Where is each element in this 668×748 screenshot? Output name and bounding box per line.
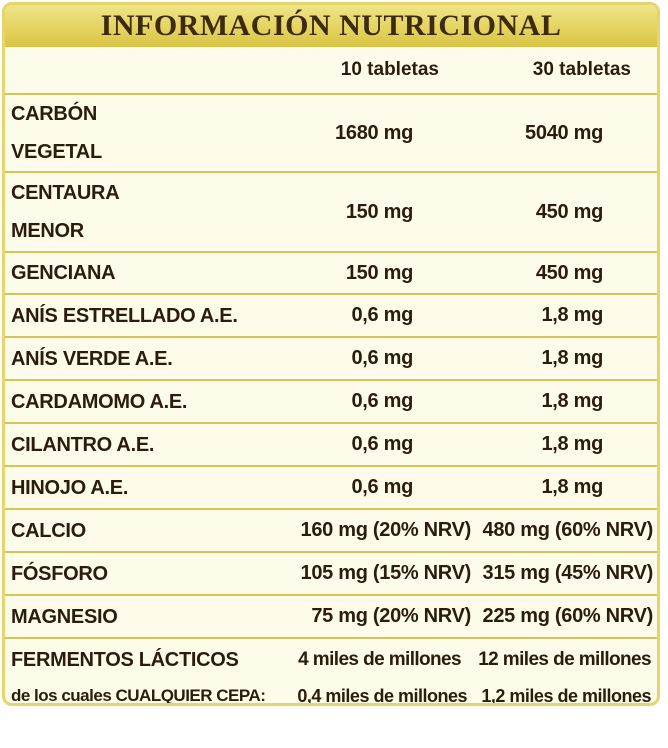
value-10-tabletas: 4 miles de millones [298, 648, 461, 670]
nutrient-name: CARDAMOMO A.E. [11, 390, 188, 413]
value-30-tabletas: 225 mg (60% NRV) [482, 605, 654, 627]
title-bar: INFORMACIÓN NUTRICIONAL [5, 5, 657, 47]
strain-value-30-tabletas: 1,2 miles de millones [481, 686, 651, 706]
value-10-tabletas: 150 mg [345, 261, 413, 284]
value-30-tabletas: 1,8 mg [541, 433, 603, 455]
strain-value-10-tabletas: 0,4 miles de millones [297, 686, 467, 706]
table-row: FÓSFORO 105 mg (15% NRV) 315 mg (45% NRV) [5, 551, 657, 594]
table-row: GENCIANA 150 mg 450 mg [5, 251, 657, 293]
table-row: CILANTRO A.E. 0,6 mg 1,8 mg [5, 422, 657, 465]
value-10-tabletas: 0,6 mg [351, 304, 413, 326]
value-30-tabletas: 5040 mg [525, 121, 603, 144]
value-10-tabletas: 1680 mg [335, 121, 413, 144]
value-30-tabletas: 1,8 mg [541, 347, 603, 369]
table-title: INFORMACIÓN NUTRICIONAL [100, 9, 562, 42]
value-30-tabletas: 1,8 mg [541, 390, 603, 412]
table-row: CARBÓN VEGETAL 1680 mg 5040 mg [5, 93, 657, 171]
table-row: ANÍS ESTRELLADO A.E. 0,6 mg 1,8 mg [5, 293, 657, 336]
nutrient-name: FERMENTOS LÁCTICOS [11, 648, 239, 671]
nutrient-name: ANÍS VERDE A.E. [11, 347, 173, 370]
nutrient-name: CARBÓN VEGETAL [11, 103, 102, 163]
nutrition-table: INFORMACIÓN NUTRICIONAL 10 tabletas 30 t… [2, 2, 660, 706]
value-30-tabletas: 450 mg [535, 261, 603, 284]
table-row: MAGNESIO 75 mg (20% NRV) 225 mg (60% NRV) [5, 594, 657, 637]
value-10-tabletas: 160 mg (20% NRV) [300, 519, 472, 541]
value-30-tabletas: 450 mg [535, 200, 603, 223]
value-10-tabletas: 150 mg [345, 200, 413, 223]
value-30-tabletas: 315 mg (45% NRV) [482, 562, 654, 584]
value-10-tabletas: 0,6 mg [351, 347, 413, 369]
table-row: HINOJO A.E. 0,6 mg 1,8 mg [5, 465, 657, 508]
nutrient-name: GENCIANA [11, 262, 116, 284]
value-30-tabletas: 1,8 mg [541, 476, 603, 498]
value-10-tabletas: 0,6 mg [351, 476, 413, 498]
value-10-tabletas: 0,6 mg [351, 390, 413, 412]
nutrient-name: ANÍS ESTRELLADO A.E. [11, 304, 238, 327]
value-10-tabletas: 75 mg (20% NRV) [311, 605, 471, 627]
table-body: CARBÓN VEGETAL 1680 mg 5040 mg CENTAURA MEN… [5, 93, 657, 706]
value-30-tabletas: 12 miles de millones [478, 648, 651, 670]
table-row: CENTAURA MENOR 150 mg 450 mg [5, 171, 657, 251]
nutrient-name: HINOJO A.E. [11, 476, 129, 499]
value-10-tabletas: 105 mg (15% NRV) [300, 562, 472, 584]
nutrient-name: CILANTRO A.E. [11, 433, 155, 456]
nutrient-name: CENTAURA MENOR [11, 182, 119, 242]
table-row: FERMENTOS LÁCTICOS 4 miles de millones 12 … [5, 637, 657, 680]
table-row: CALCIO 160 mg (20% NRV) 480 mg (60% NRV) [5, 508, 657, 551]
column-header-30: 30 tabletas [532, 59, 631, 80]
nutrient-name: CALCIO [11, 519, 86, 542]
value-10-tabletas: 0,6 mg [351, 433, 413, 455]
value-30-tabletas: 480 mg (60% NRV) [482, 519, 654, 541]
table-row: CARDAMOMO A.E. 0,6 mg 1,8 mg [5, 379, 657, 422]
strain-label: de los cuales CUALQUIER CEPA: [11, 686, 266, 705]
column-header-10: 10 tabletas [340, 59, 439, 80]
strain-row: de los cuales CUALQUIER CEPA: 0,4 miles d… [5, 680, 657, 706]
nutrient-name: MAGNESIO [11, 605, 118, 628]
nutrient-name: FÓSFORO [11, 562, 108, 585]
value-30-tabletas: 1,8 mg [541, 304, 603, 326]
table-row: ANÍS VERDE A.E. 0,6 mg 1,8 mg [5, 336, 657, 379]
